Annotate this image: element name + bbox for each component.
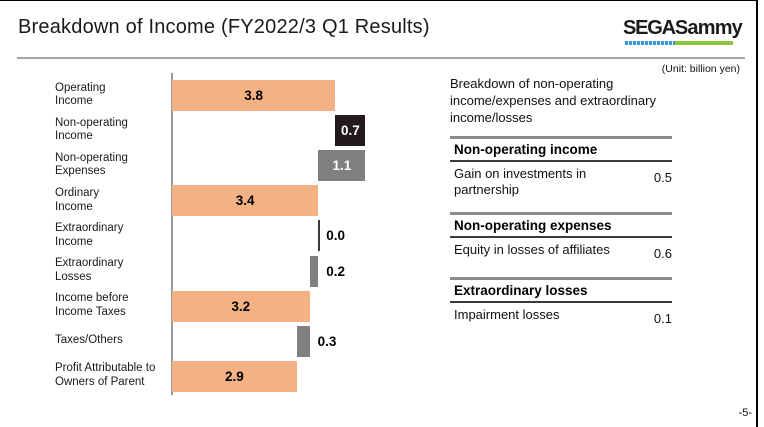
section-row: Impairment losses 0.1 bbox=[450, 303, 672, 326]
section-item-value: 0.1 bbox=[653, 311, 672, 326]
category-label-income-before-taxes: Income before Income Taxes bbox=[55, 292, 129, 319]
category-label-taxes-others: Taxes/Others bbox=[55, 334, 123, 347]
page-number: -5- bbox=[738, 407, 752, 419]
section-item-label: Gain on investments in partnership bbox=[454, 166, 587, 198]
category-label-non-operating-expenses: Non-operating Expenses bbox=[55, 151, 128, 178]
section-title-non-operating-expenses: Non-operating expenses bbox=[450, 215, 672, 238]
section-item-value: 0.6 bbox=[653, 246, 672, 261]
value-extraordinary-income: 0.0 bbox=[326, 228, 345, 244]
bar-taxes-others bbox=[296, 325, 310, 357]
value-extraordinary-losses: 0.2 bbox=[326, 263, 345, 279]
value-profit-owners-of-parent: 2.9 bbox=[224, 368, 244, 384]
value-non-operating-expenses: 1.1 bbox=[332, 158, 352, 174]
logo-sega-text: SEGA bbox=[622, 17, 676, 39]
segasammy-logo-text: SEGASammy bbox=[622, 17, 743, 39]
category-label-non-operating-income: Non-operating Income bbox=[55, 116, 128, 143]
section-title-extraordinary-losses: Extraordinary losses bbox=[450, 280, 672, 303]
section-item-label: Impairment losses bbox=[454, 307, 560, 322]
category-label-profit-owners-of-parent: Profit Attributable to Owners of Parent bbox=[55, 362, 156, 389]
section-non-operating-expenses: Non-operating expenses Equity in losses o… bbox=[450, 212, 672, 261]
section-item-value: 0.5 bbox=[653, 170, 672, 185]
logo-underline-blue bbox=[625, 41, 675, 45]
section-row: Gain on investments in partnership 0.5 bbox=[450, 162, 672, 199]
logo-underline bbox=[625, 41, 733, 45]
bar-extraordinary-income bbox=[318, 220, 320, 252]
bar-non-operating-expenses: 1.1 bbox=[318, 150, 366, 182]
section-extraordinary-losses: Extraordinary losses Impairment losses 0.1 bbox=[450, 277, 672, 326]
value-income-before-taxes: 3.2 bbox=[231, 298, 251, 314]
category-label-operating-income: Operating Income bbox=[55, 81, 106, 108]
bar-income-before-taxes: 3.2 bbox=[172, 290, 310, 322]
logo-sammy-text: Sammy bbox=[674, 17, 743, 39]
value-operating-income: 3.8 bbox=[244, 88, 264, 103]
bar-extraordinary-losses bbox=[309, 255, 319, 287]
section-non-operating-income: Non-operating income Gain on investments … bbox=[450, 136, 672, 199]
segasammy-logo: SEGASammy bbox=[622, 17, 743, 45]
category-label-ordinary-income: Ordinary Income bbox=[55, 187, 100, 213]
value-ordinary-income: 3.4 bbox=[235, 193, 255, 209]
income-waterfall-chart: Operating Income 3.8 Non-operating Income 0… bbox=[0, 67, 460, 412]
section-item-label: Equity in losses of affiliates bbox=[454, 242, 610, 257]
page-title: Breakdown of Income (FY2022/3 Q1 Results… bbox=[18, 16, 430, 38]
bar-operating-income: 3.8 bbox=[172, 80, 336, 111]
panel-heading: Breakdown of non-operating income/expens… bbox=[450, 76, 656, 125]
category-label-extraordinary-losses: Extraordinary Losses bbox=[55, 257, 124, 283]
value-taxes-others: 0.3 bbox=[317, 333, 337, 349]
section-title-non-operating-income: Non-operating income bbox=[450, 139, 672, 162]
bar-profit-owners-of-parent: 2.9 bbox=[172, 360, 297, 392]
value-non-operating-income: 0.7 bbox=[341, 123, 360, 139]
title-divider bbox=[17, 57, 745, 59]
bar-non-operating-income: 0.7 bbox=[335, 115, 366, 147]
chart-axis bbox=[171, 73, 173, 395]
logo-underline-green bbox=[674, 41, 733, 45]
category-label-extraordinary-income: Extraordinary Income bbox=[55, 222, 124, 248]
section-row: Equity in losses of affiliates 0.6 bbox=[450, 238, 672, 261]
bar-ordinary-income: 3.4 bbox=[172, 185, 319, 217]
unit-note: (Unit: billion yen) bbox=[661, 63, 740, 75]
